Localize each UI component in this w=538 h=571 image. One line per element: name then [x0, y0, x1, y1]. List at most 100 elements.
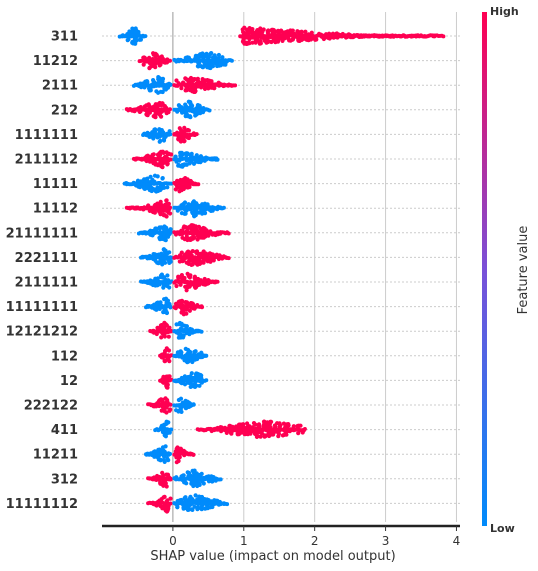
x-tick-label: 3: [382, 534, 390, 548]
shap-point: [168, 211, 173, 216]
feature-row-points: [144, 296, 205, 317]
feature-row-points: [144, 444, 196, 465]
shap-point: [183, 211, 188, 216]
shap-point: [153, 51, 158, 57]
shap-point: [191, 382, 196, 387]
shap-point: [161, 161, 166, 166]
shap-point: [302, 427, 307, 431]
shap-point: [166, 234, 171, 239]
shap-point: [131, 41, 136, 46]
shap-point: [262, 422, 267, 428]
feature-row-points: [158, 371, 209, 390]
shap-point: [178, 396, 184, 401]
shap-point: [184, 324, 189, 329]
shap-point: [269, 419, 274, 424]
shap-point: [179, 276, 185, 281]
feature-label: 411: [51, 423, 78, 438]
shap-point: [163, 322, 168, 327]
feature-label: 2111: [42, 79, 78, 94]
shap-point: [152, 113, 157, 118]
shap-point: [177, 189, 182, 194]
shap-point: [168, 501, 173, 506]
shap-point: [155, 300, 160, 306]
shap-point: [162, 459, 167, 464]
shap-point: [141, 62, 146, 67]
shap-point: [156, 76, 161, 81]
shap-point: [199, 329, 204, 334]
feature-label: 11112: [33, 202, 78, 217]
shap-point: [191, 78, 196, 83]
shap-point: [145, 176, 150, 181]
shap-point: [212, 53, 217, 58]
shap-point: [158, 300, 163, 305]
shap-point: [166, 506, 171, 511]
shap-point: [168, 477, 173, 482]
shap-point: [162, 334, 167, 339]
colorbar-title: Feature value: [516, 226, 531, 315]
shap-point: [179, 211, 184, 216]
shap-point: [201, 481, 206, 486]
feature-label: 312: [51, 472, 78, 487]
shap-point: [250, 40, 255, 45]
shap-point: [278, 423, 283, 428]
shap-point: [245, 431, 250, 436]
shap-point: [162, 185, 167, 190]
shap-point: [256, 423, 261, 428]
shap-point: [165, 472, 171, 477]
shap-point: [182, 139, 187, 144]
shap-point: [236, 424, 241, 429]
shap-point: [289, 29, 294, 34]
shap-point: [164, 346, 169, 351]
shap-point: [168, 205, 172, 210]
shap-point: [192, 504, 197, 509]
shap-point: [218, 477, 223, 482]
feature-label: 2111112: [15, 153, 78, 168]
shap-point: [151, 252, 156, 257]
feature-row-points: [124, 198, 226, 219]
shap-point: [158, 62, 163, 67]
feature-label: 311: [51, 30, 78, 45]
shap-point: [296, 431, 301, 436]
shap-point: [174, 283, 179, 289]
shap-point: [206, 55, 212, 60]
shap-point: [174, 460, 179, 465]
shap-point: [194, 276, 199, 281]
shap-point: [266, 28, 271, 33]
shap-point: [229, 431, 234, 436]
shap-point: [164, 214, 169, 219]
shap-point: [177, 334, 183, 339]
shap-point: [182, 162, 187, 167]
shap-point: [161, 483, 166, 488]
feature-row-points: [153, 419, 307, 439]
shap-point: [188, 101, 193, 106]
feature-row-points: [124, 99, 212, 120]
shap-point: [296, 423, 301, 428]
shap-point: [209, 62, 215, 67]
shap-point: [262, 434, 267, 439]
x-ticks: 0 1 2 3 4: [169, 526, 460, 548]
shap-point: [185, 151, 190, 156]
shap-point: [182, 480, 187, 485]
shap-point: [250, 27, 255, 32]
shap-point: [166, 334, 171, 339]
shap-point: [184, 406, 189, 411]
shap-point: [182, 224, 187, 229]
feature-label: 2221111: [15, 251, 78, 266]
shap-point: [161, 374, 166, 379]
shap-point: [202, 210, 208, 215]
shap-point: [207, 65, 212, 70]
shap-point: [193, 493, 198, 498]
shap-point: [159, 398, 164, 403]
shap-point: [192, 349, 197, 355]
shap-point: [197, 482, 202, 487]
shap-point: [199, 304, 204, 309]
shap-point: [133, 30, 138, 35]
shap-point: [178, 299, 184, 304]
shap-point: [149, 64, 154, 69]
shap-point: [152, 127, 157, 132]
shap-point: [167, 359, 172, 364]
shap-point: [176, 163, 181, 168]
shap-point: [186, 128, 191, 133]
shap-point: [142, 55, 147, 60]
shap-point: [161, 310, 166, 315]
